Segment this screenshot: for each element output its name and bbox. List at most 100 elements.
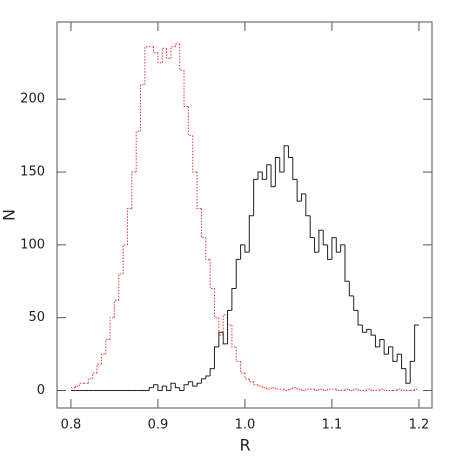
histogram-step (314, 389, 319, 392)
histogram-step (296, 179, 302, 202)
histogram-step (409, 360, 415, 384)
histogram-step (213, 288, 219, 319)
histogram-step (305, 193, 311, 217)
histogram-step (348, 281, 354, 297)
histogram-step (126, 207, 132, 245)
x-tick-label: 0.8 (61, 418, 82, 433)
histogram-step (287, 388, 293, 391)
histogram-step (235, 258, 241, 289)
histogram-step (331, 237, 337, 260)
histogram-step (174, 383, 180, 389)
histogram-step (196, 382, 202, 387)
histogram-step (240, 361, 245, 374)
histogram-step (405, 368, 411, 384)
histogram-step (414, 324, 419, 362)
histogram-step (357, 389, 363, 392)
x-tick-label: 1.0 (235, 418, 256, 433)
y-axis-label: N (0, 209, 19, 221)
histogram-step (113, 299, 119, 318)
x-tick-label: 1.1 (322, 418, 343, 433)
histogram-step (205, 237, 211, 260)
histogram-step (344, 388, 350, 391)
histogram-step (179, 43, 185, 71)
histogram-step (344, 244, 350, 282)
histogram-step (392, 346, 398, 362)
y-tick-label: 200 (20, 92, 45, 107)
histogram-step (318, 229, 324, 253)
histogram-step (327, 388, 332, 391)
histogram-step (100, 353, 106, 365)
histogram-step (370, 329, 376, 336)
x-tick-label: 0.9 (148, 418, 169, 433)
histogram-step (353, 295, 359, 311)
y-tick-label: 100 (20, 237, 45, 252)
histogram-step (261, 386, 267, 389)
histogram-step (144, 46, 150, 85)
histogram-step (257, 384, 263, 387)
histogram-step (74, 385, 80, 388)
histogram-step (374, 335, 380, 348)
histogram-step (322, 389, 328, 392)
histogram-step (348, 389, 354, 392)
x-axis-label: R (239, 436, 250, 455)
histogram-step (261, 172, 267, 180)
histogram-step (222, 314, 228, 336)
histogram-step (283, 145, 289, 173)
histogram-step (166, 386, 171, 392)
histogram-step (270, 387, 276, 390)
histogram-step (296, 387, 302, 390)
histogram-step (366, 328, 372, 333)
histogram-step (370, 389, 376, 392)
histogram-step (183, 70, 189, 107)
plot-frame (56, 21, 433, 409)
histogram-step (231, 288, 237, 311)
histogram-step (305, 388, 311, 391)
histogram-step (105, 339, 111, 355)
histogram-step (387, 346, 393, 355)
histogram-step (274, 156, 280, 187)
histogram-step (396, 353, 402, 362)
histogram-step (383, 389, 389, 392)
histogram-step (253, 381, 258, 386)
histogram-step (109, 317, 115, 340)
histogram-step (414, 388, 419, 391)
histogram-step (87, 378, 93, 384)
histogram-step (170, 46, 176, 59)
histogram-step (179, 387, 185, 392)
histogram-step (157, 52, 163, 64)
histogram-step (353, 388, 359, 391)
histogram-step (140, 84, 145, 132)
histogram-step (148, 387, 154, 391)
histogram-step (161, 47, 167, 63)
histogram-step (174, 43, 180, 47)
histogram-step (187, 106, 193, 137)
histogram-step (153, 384, 158, 388)
histogram-step (327, 244, 332, 260)
histogram-step (131, 171, 137, 209)
histogram-step (361, 324, 367, 333)
histogram-step (209, 259, 215, 290)
histogram-step (135, 130, 141, 173)
histogram-step (96, 363, 102, 374)
histogram-step (322, 230, 328, 246)
histogram-step (240, 244, 245, 260)
histogram-step (309, 215, 315, 239)
histogram-step (118, 273, 124, 301)
histogram-step (166, 48, 171, 59)
histogram-step (157, 384, 163, 392)
histogram-step (366, 388, 372, 391)
histogram-step (283, 389, 289, 392)
y-tick-label: 150 (20, 165, 45, 180)
histogram-step (79, 382, 84, 387)
histogram-step (314, 237, 319, 253)
histogram-step (300, 193, 306, 202)
histogram-step (383, 339, 389, 355)
histogram-step (244, 244, 250, 253)
x-tick-label: 1.2 (409, 418, 430, 433)
histogram-step (379, 388, 385, 391)
y-tick-label: 50 (28, 310, 45, 325)
histogram-step (357, 310, 363, 326)
histogram-step (161, 385, 167, 391)
